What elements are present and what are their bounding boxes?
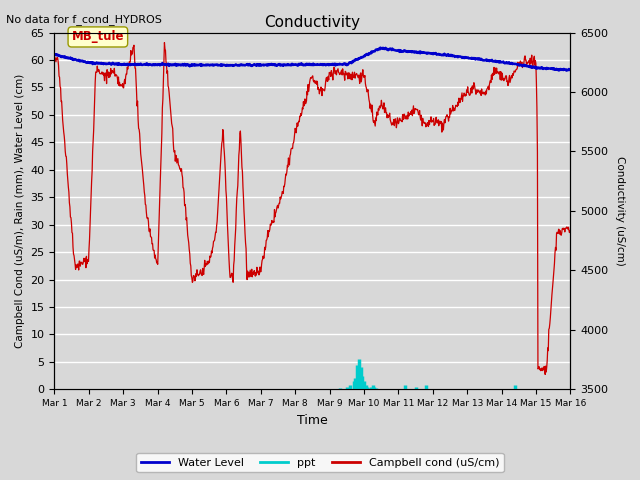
Title: Conductivity: Conductivity <box>264 15 360 30</box>
Text: No data for f_cond_HYDROS: No data for f_cond_HYDROS <box>6 14 163 25</box>
Legend: Water Level, ppt, Campbell cond (uS/cm): Water Level, ppt, Campbell cond (uS/cm) <box>136 453 504 472</box>
Y-axis label: Campbell Cond (uS/m), Rain (mm), Water Level (cm): Campbell Cond (uS/m), Rain (mm), Water L… <box>15 74 25 348</box>
X-axis label: Time: Time <box>297 414 328 427</box>
Y-axis label: Conductivity (uS/cm): Conductivity (uS/cm) <box>615 156 625 266</box>
Text: MB_tule: MB_tule <box>72 30 124 44</box>
